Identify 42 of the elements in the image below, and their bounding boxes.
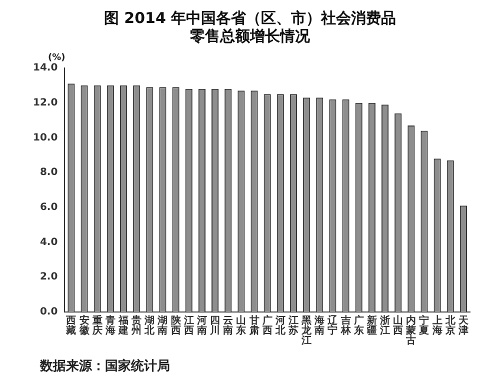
x-tick-label: 贵州 bbox=[130, 314, 142, 337]
x-tick-label: 广东 bbox=[352, 314, 364, 337]
x-tick-label: 广西 bbox=[261, 314, 272, 337]
chart-title: 图 2014 年中国各省（区、市）社会消费品零售总额增长情况 bbox=[104, 8, 396, 45]
y-tick-label: 4.0 bbox=[40, 236, 58, 248]
x-tick-label: 上海 bbox=[431, 314, 442, 337]
x-tick-label: 福建 bbox=[118, 314, 129, 337]
x-tick-label: 吉林 bbox=[340, 314, 352, 337]
x-tick-label: 浙江 bbox=[379, 314, 390, 337]
x-tick-label: 陕西 bbox=[170, 314, 182, 337]
x-tick-label: 内蒙古 bbox=[405, 314, 416, 347]
y-axis-title: (%) bbox=[48, 52, 66, 63]
x-tick-label: 山西 bbox=[392, 314, 404, 337]
x-tick-label: 北京 bbox=[444, 314, 456, 337]
x-tick-label: 山东 bbox=[235, 314, 246, 337]
x-tick-label: 重庆 bbox=[91, 314, 102, 337]
x-tick-label: 青海 bbox=[104, 314, 116, 337]
x-tick-label: 四川 bbox=[209, 316, 220, 337]
source-note: 数据来源：国家统计局 bbox=[39, 358, 170, 374]
x-tick-label: 西藏 bbox=[65, 316, 76, 337]
x-tick-label: 黑龙江 bbox=[300, 314, 313, 347]
x-tick-label: 新疆 bbox=[366, 314, 377, 337]
y-tick-label: 0.0 bbox=[40, 306, 58, 318]
y-tick-label: 6.0 bbox=[40, 202, 58, 214]
y-tick-label: 10.0 bbox=[32, 132, 58, 144]
x-tick-label: 河南 bbox=[196, 314, 207, 337]
x-tick-label: 辽宁 bbox=[326, 314, 339, 337]
x-tick-label: 湖北 bbox=[144, 314, 156, 337]
x-tick-label: 宁夏 bbox=[418, 314, 430, 337]
x-tick-label: 江苏 bbox=[287, 314, 298, 337]
x-tick-label: 云南 bbox=[222, 316, 234, 337]
x-tick-label: 江西 bbox=[182, 314, 194, 337]
y-tick-label: 8.0 bbox=[40, 167, 58, 178]
x-tick-label: 天津 bbox=[457, 314, 470, 337]
y-tick-label: 2.0 bbox=[40, 272, 58, 283]
x-tick-label: 湖南 bbox=[156, 314, 168, 337]
x-tick-label: 河北 bbox=[274, 314, 286, 337]
y-tick-label: 12.0 bbox=[32, 97, 58, 108]
x-tick-label: 海南 bbox=[314, 314, 325, 337]
y-tick-label: 14.0 bbox=[32, 62, 58, 74]
x-tick-label: 安徽 bbox=[78, 314, 90, 337]
x-tick-label: 甘肃 bbox=[248, 314, 260, 337]
